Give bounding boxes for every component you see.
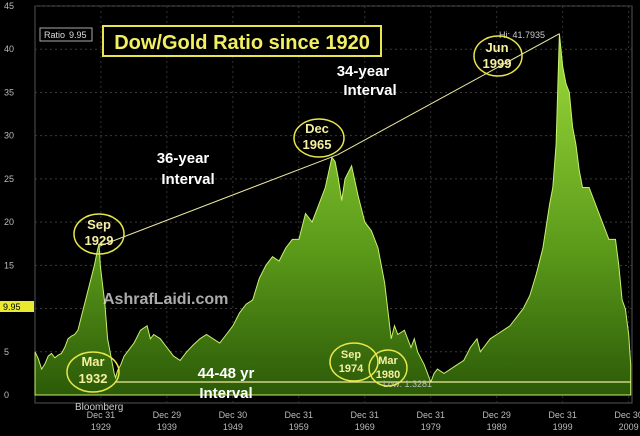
y-tick-label: 20 (4, 217, 14, 227)
current-value-marker (0, 301, 34, 312)
x-tick-label: Dec 31 (548, 410, 577, 420)
x-tick-label: Dec 31 (285, 410, 314, 420)
x-tick-label: Dec 31 (351, 410, 380, 420)
x-tick-year: 1949 (223, 422, 243, 432)
annotation-dec-1965: Dec 1965 (293, 118, 345, 158)
y-tick-label: 0 (4, 390, 9, 400)
annotation-text: 1999 (483, 56, 512, 71)
annotation-text: 1929 (85, 233, 114, 248)
annotation-text: Mar (378, 355, 398, 367)
x-tick-label: Dec 31 (416, 410, 445, 420)
x-tick-year: 1959 (289, 422, 309, 432)
y-tick-label: 35 (4, 87, 14, 97)
annotation-mar-1980: Mar 1980 (368, 349, 408, 387)
y-tick-label: 40 (4, 44, 14, 54)
interval-34yr-line2: Interval (343, 82, 396, 99)
x-tick-year: 1979 (421, 422, 441, 432)
x-tick-label: Dec 30 (614, 410, 640, 420)
interval-4448yr-line2: Interval (199, 385, 252, 402)
annotation-jun-1999: Jun 1999 (473, 35, 523, 77)
interval-36yr-line2: Interval (161, 171, 214, 188)
interval-36yr-line1: 36-year (157, 150, 210, 167)
ratio-area-series (34, 33, 632, 396)
annotation-sep-1974: Sep 1974 (329, 342, 379, 382)
ratio-box-label: Ratio (44, 30, 65, 40)
annotation-text: Sep (341, 349, 361, 361)
interval-34yr-line1: 34-year (337, 63, 390, 80)
x-tick-label: Dec 29 (153, 410, 182, 420)
annotation-text: 1974 (339, 363, 364, 375)
annotation-text: 1965 (303, 137, 332, 152)
annotation-text: 1980 (376, 369, 400, 381)
ratio-box-value: 9.95 (69, 30, 87, 40)
hi-label: Hi: 41.7935 (499, 30, 545, 40)
x-tick-year: 1939 (157, 422, 177, 432)
source-label: Bloomberg (75, 402, 123, 413)
annotation-text: 1932 (79, 371, 108, 386)
y-tick-label: 30 (4, 131, 14, 141)
x-tick-year: 1989 (487, 422, 507, 432)
annotation-text: Dec (305, 121, 329, 136)
y-axis: 051015202530354045 (4, 1, 14, 400)
x-tick-label: Dec 29 (482, 410, 511, 420)
x-tick-year: 2009 (619, 422, 639, 432)
x-axis: Dec 31 1929 Dec 29 1939 Dec 30 1949 Dec 31 1959… (87, 410, 640, 432)
y-tick-label: 5 (4, 347, 9, 357)
current-value-label: 9.95 (3, 302, 21, 312)
annotation-mar-1932: Mar 1932 (66, 351, 120, 393)
chart-title: Dow/Gold Ratio since 1920 (114, 32, 370, 54)
annotation-sep-1929: Sep 1929 (73, 213, 125, 255)
trend-line-1929-1965 (98, 154, 338, 247)
y-tick-label: 25 (4, 174, 14, 184)
annotation-text: Mar (81, 354, 104, 369)
x-tick-year: 1999 (553, 422, 573, 432)
low-label: Low: 1.3281 (383, 379, 432, 389)
x-tick-year: 1969 (355, 422, 375, 432)
x-tick-label: Dec 31 (87, 410, 116, 420)
watermark: AshrafLaidi.com (103, 291, 228, 308)
interval-4448yr-line1: 44-48 yr (198, 365, 255, 382)
x-tick-label: Dec 30 (219, 410, 248, 420)
ratio-box (39, 27, 93, 42)
title-box (102, 25, 382, 57)
x-tick-year: 1929 (91, 422, 111, 432)
annotation-text: Sep (87, 217, 111, 232)
y-tick-label: 45 (4, 1, 14, 11)
annotation-text: Jun (485, 40, 508, 55)
y-tick-label: 15 (4, 260, 14, 270)
